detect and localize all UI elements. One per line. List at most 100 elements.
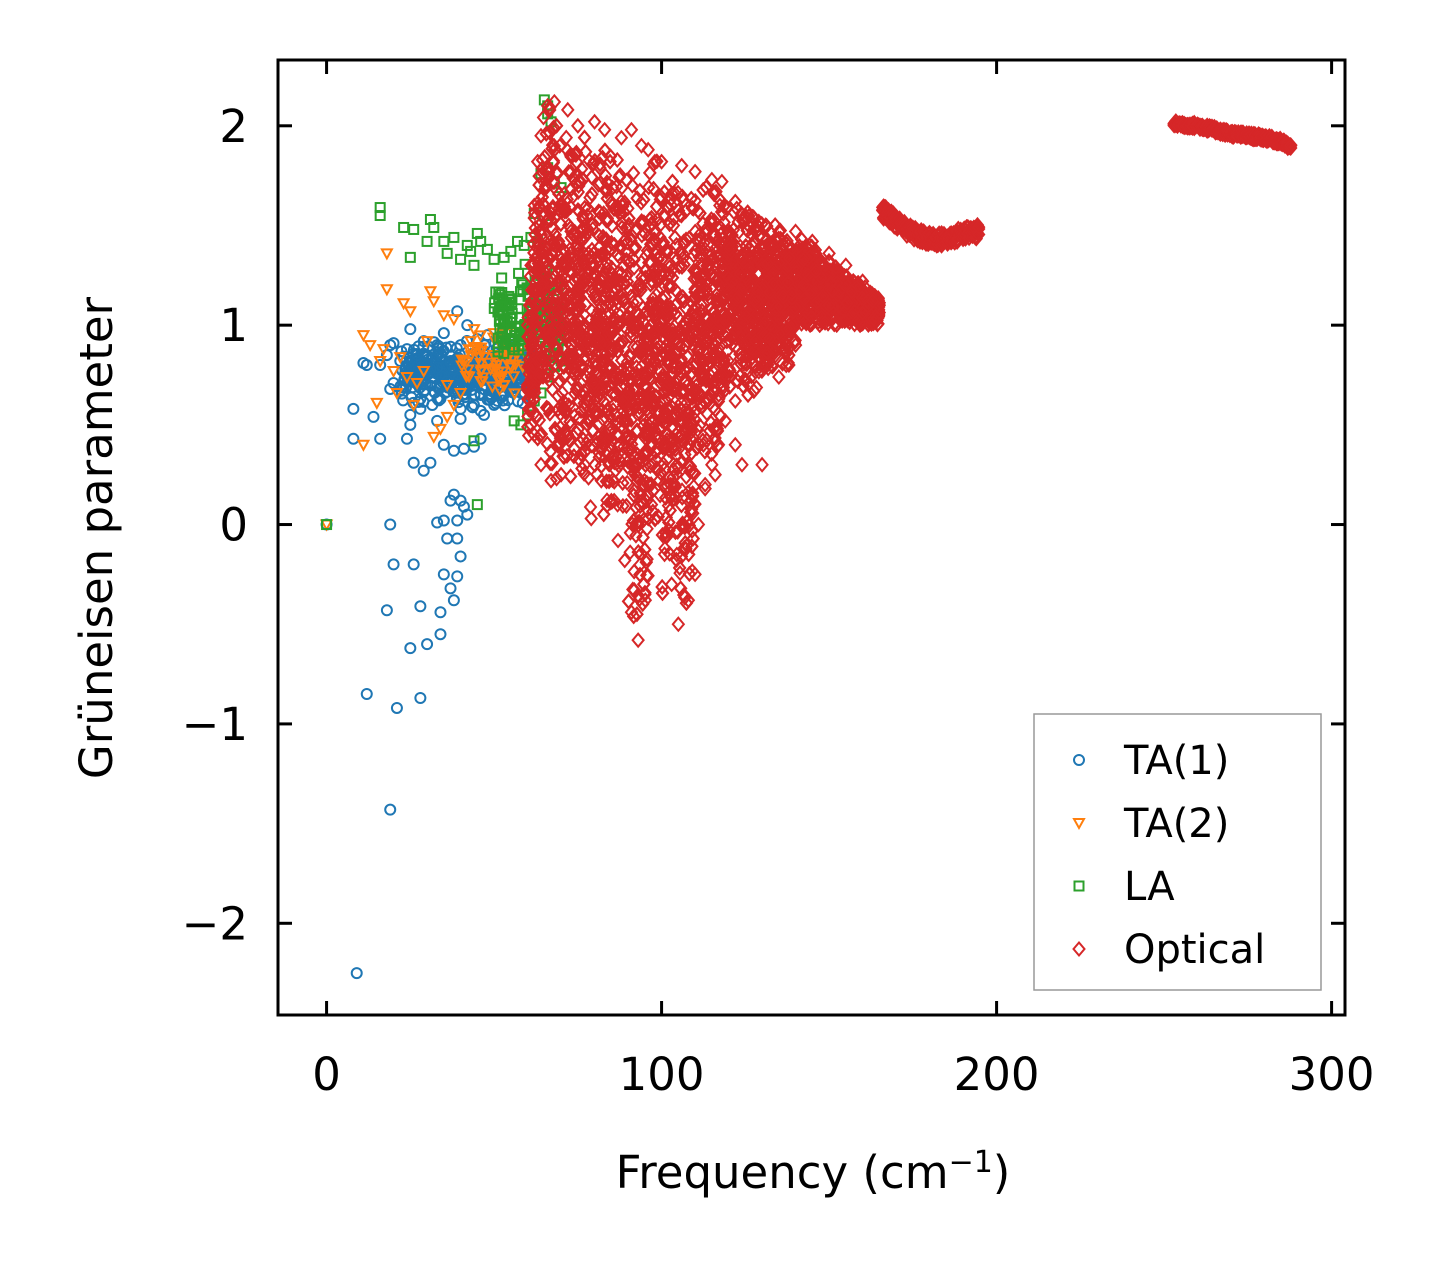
data-point — [704, 211, 719, 228]
data-point — [347, 402, 360, 415]
data-point — [647, 387, 662, 404]
data-point — [494, 388, 507, 401]
data-point — [547, 137, 561, 155]
data-point — [434, 347, 447, 360]
data-point — [577, 129, 592, 146]
data-point — [421, 638, 434, 651]
data-point — [474, 388, 487, 401]
data-point — [683, 463, 697, 480]
data-point — [481, 243, 493, 255]
data-point — [407, 558, 420, 571]
data-point — [461, 239, 473, 251]
data-point — [390, 701, 403, 714]
data-point — [414, 600, 427, 613]
data-point — [527, 204, 542, 221]
data-point — [630, 606, 644, 623]
data-point — [504, 362, 519, 375]
data-point — [367, 410, 380, 423]
data-point — [563, 468, 578, 485]
data-point — [356, 330, 371, 343]
data-point — [440, 379, 454, 393]
data-point — [400, 343, 413, 356]
data-point — [497, 379, 511, 393]
data-point — [356, 439, 371, 452]
data-point — [453, 387, 468, 401]
data-point — [380, 604, 393, 617]
series-layer — [319, 93, 1298, 980]
data-point — [536, 232, 551, 249]
data-point — [468, 435, 480, 447]
data-point — [578, 143, 593, 160]
data-point — [457, 356, 471, 369]
data-point — [414, 392, 427, 405]
data-point — [400, 372, 414, 385]
data-point — [482, 388, 495, 401]
data-point — [675, 245, 690, 262]
data-point — [437, 327, 450, 340]
data-point — [711, 386, 726, 403]
data-point — [467, 440, 480, 453]
data-point — [396, 298, 411, 311]
data-point — [696, 181, 710, 199]
data-point — [437, 514, 450, 527]
data-point — [360, 688, 373, 701]
data-point — [563, 468, 578, 485]
data-point — [619, 219, 633, 237]
data-point — [447, 488, 460, 501]
data-point — [478, 408, 491, 421]
data-point — [578, 296, 593, 313]
data-point — [374, 359, 387, 372]
data-point — [421, 235, 433, 247]
data-point — [675, 188, 690, 205]
data-point — [384, 803, 397, 816]
data-point — [398, 221, 410, 233]
data-point — [678, 446, 692, 463]
data-point — [489, 397, 502, 410]
data-point — [471, 227, 483, 239]
data-point — [380, 284, 394, 297]
data-point — [507, 388, 522, 401]
data-point — [714, 368, 728, 385]
data-point — [513, 344, 525, 356]
data-point — [447, 444, 460, 457]
data-point — [616, 333, 630, 350]
data-point — [485, 381, 500, 394]
data-point — [542, 363, 557, 380]
data-point — [457, 442, 470, 455]
data-point — [423, 286, 438, 299]
data-point — [517, 279, 529, 291]
data-point — [420, 336, 434, 349]
data-point — [404, 251, 416, 263]
data-point — [484, 364, 498, 377]
data-point — [640, 551, 654, 568]
data-point — [512, 303, 524, 315]
data-point — [411, 349, 424, 362]
data-point — [404, 408, 417, 421]
series-optical — [520, 93, 1298, 649]
data-point — [434, 392, 447, 405]
data-point — [451, 514, 464, 527]
data-point — [656, 234, 671, 251]
data-point — [374, 432, 387, 445]
data-point — [532, 412, 547, 429]
data-point — [528, 226, 542, 243]
data-point — [417, 366, 431, 379]
data-point — [605, 343, 620, 360]
data-point — [498, 251, 510, 263]
data-point — [652, 271, 667, 288]
data-point — [424, 213, 436, 225]
data-point — [592, 444, 606, 461]
data-point — [716, 198, 731, 215]
data-point — [713, 262, 728, 279]
data-point — [434, 606, 447, 619]
data-point — [464, 350, 478, 363]
data-point — [373, 356, 387, 369]
data-point — [447, 594, 460, 607]
data-point — [474, 432, 487, 445]
data-point — [454, 494, 467, 507]
data-point — [410, 377, 424, 391]
data-point — [455, 253, 467, 265]
data-point — [437, 310, 451, 323]
data-point — [400, 432, 413, 445]
data-point — [474, 342, 488, 355]
